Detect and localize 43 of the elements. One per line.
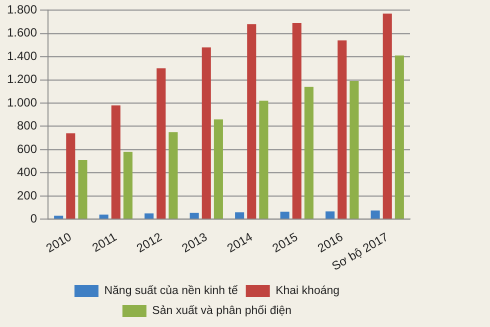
bar [382, 14, 392, 219]
bar [78, 160, 88, 219]
x-tick-label: 2016 [315, 230, 346, 256]
bar [304, 86, 314, 219]
bar [111, 105, 120, 219]
bar [99, 214, 108, 219]
y-tick-label: 1.800 [7, 2, 38, 17]
x-tick-label: 2010 [44, 230, 74, 256]
y-tick-label: 600 [17, 142, 38, 156]
legend-label: Khai khoáng [276, 285, 340, 298]
bar [190, 212, 199, 219]
bar [214, 119, 223, 219]
x-tick-label: 2015 [270, 230, 300, 256]
bar [144, 213, 154, 219]
bar [235, 212, 244, 219]
legend-label: Sản xuất và phân phối điện [152, 305, 292, 318]
bar [66, 133, 76, 219]
bar [394, 55, 404, 219]
bar [168, 132, 178, 219]
y-tick-label: 1.600 [7, 26, 38, 40]
bar [202, 47, 211, 219]
x-tick-label: 2012 [134, 230, 165, 256]
bar [292, 22, 302, 219]
y-tick-label: 1.000 [7, 95, 38, 110]
bar [370, 210, 380, 219]
bar [338, 40, 347, 219]
bar [350, 81, 359, 219]
bar [247, 24, 256, 219]
bar [259, 100, 268, 219]
legend-label: Năng suất của nền kinh tế [104, 285, 238, 298]
bar [123, 152, 132, 219]
y-tick-label: 0 [30, 212, 38, 226]
y-tick-label: 800 [17, 118, 38, 133]
x-tick-label: 2013 [179, 230, 210, 256]
y-tick-label: 200 [17, 188, 38, 202]
y-tick-label: 400 [17, 165, 38, 180]
bar [156, 68, 166, 219]
x-tick-label: 2011 [90, 230, 120, 255]
bar [280, 212, 290, 219]
x-tick-label: 2014 [224, 230, 256, 256]
y-tick-label: 1.400 [7, 48, 38, 63]
bar [326, 211, 335, 219]
y-tick-label: 1.200 [7, 72, 38, 86]
